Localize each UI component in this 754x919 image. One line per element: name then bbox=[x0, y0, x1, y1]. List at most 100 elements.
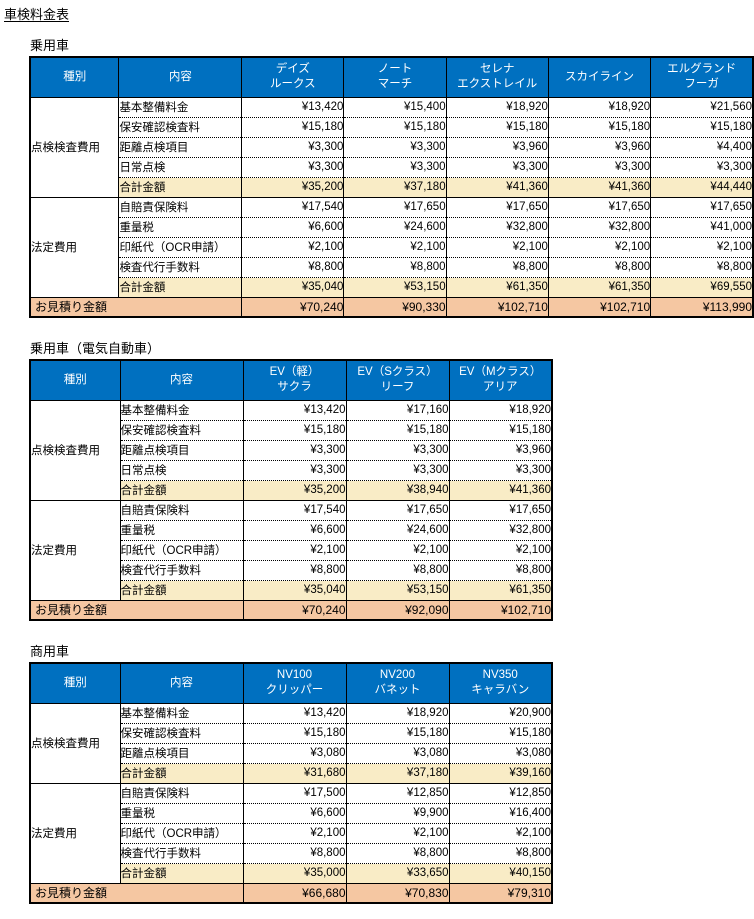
header-cell-vehicle: セレナ エクストレイル bbox=[445, 56, 549, 98]
header-cell-item: 内容 bbox=[119, 359, 244, 401]
item-cell: 合計金額 bbox=[119, 863, 244, 884]
item-row: 日常点検 ¥3,300 ¥3,300 ¥3,300 ¥3,300 ¥3,300 bbox=[30, 157, 754, 178]
section-label: 商用車 bbox=[30, 644, 70, 659]
table-header-row: 種別 内容 NV100 クリッパー NV200 バネット NV350 キャラバン bbox=[29, 662, 553, 704]
value-cell: ¥41,360 bbox=[448, 480, 553, 501]
category-cell: 法定費用 bbox=[29, 782, 121, 884]
estimate-value-cell: ¥79,310 bbox=[448, 882, 553, 904]
item-cell: 検査代行手数料 bbox=[118, 257, 243, 278]
item-cell: 検査代行手数料 bbox=[119, 843, 244, 864]
value-cell: ¥3,300 bbox=[445, 157, 549, 178]
value-cell: ¥12,850 bbox=[345, 783, 450, 804]
category-cell: 法定費用 bbox=[29, 499, 121, 601]
item-row: 重量税 ¥6,600 ¥24,600 ¥32,800 bbox=[30, 520, 553, 541]
value-cell: ¥15,180 bbox=[242, 420, 347, 441]
item-row: 印紙代（OCR申請） ¥2,100 ¥2,100 ¥2,100 bbox=[30, 823, 553, 844]
value-cell: ¥9,900 bbox=[345, 803, 450, 824]
value-cell: ¥18,920 bbox=[547, 97, 652, 118]
estimate-value-cell: ¥113,990 bbox=[650, 296, 754, 318]
value-cell: ¥18,920 bbox=[345, 703, 450, 724]
value-cell: ¥24,600 bbox=[343, 217, 447, 238]
value-cell: ¥4,400 bbox=[650, 137, 754, 158]
item-cell: 保安確認検査料 bbox=[119, 420, 244, 441]
value-cell: ¥18,920 bbox=[445, 97, 549, 118]
value-cell: ¥21,560 bbox=[650, 97, 754, 118]
page-title: 車検料金表 bbox=[4, 7, 70, 22]
value-cell: ¥3,300 bbox=[343, 157, 447, 178]
value-cell: ¥61,350 bbox=[445, 277, 549, 298]
value-cell: ¥38,940 bbox=[345, 480, 450, 501]
value-cell: ¥3,300 bbox=[547, 157, 652, 178]
value-cell: ¥15,180 bbox=[445, 117, 549, 138]
value-cell: ¥12,850 bbox=[448, 783, 553, 804]
subtotal-row: 合計金額 ¥35,040 ¥53,150 ¥61,350 ¥61,350 ¥69,550 bbox=[30, 277, 754, 298]
header-cell-vehicle: EV（軽） サクラ bbox=[242, 359, 347, 401]
item-row: 点検検査費用 基本整備料金 ¥13,420 ¥18,920 ¥20,900 bbox=[29, 702, 553, 784]
value-cell: ¥8,800 bbox=[448, 843, 553, 864]
value-cell: ¥2,100 bbox=[242, 823, 347, 844]
category-cell: 点検検査費用 bbox=[29, 702, 121, 784]
section-label: 乗用車 bbox=[30, 38, 70, 53]
value-cell: ¥3,300 bbox=[241, 137, 345, 158]
value-cell: ¥8,800 bbox=[345, 560, 450, 581]
value-cell: ¥69,550 bbox=[650, 277, 754, 298]
value-cell: ¥15,180 bbox=[242, 723, 347, 744]
value-cell: ¥2,100 bbox=[445, 237, 549, 258]
value-cell: ¥17,650 bbox=[650, 197, 754, 218]
header-cell-vehicle: スカイライン bbox=[547, 56, 652, 98]
estimate-label-cell: お見積り金額 bbox=[29, 882, 244, 904]
value-cell: ¥17,650 bbox=[343, 197, 447, 218]
estimate-value-cell: ¥92,090 bbox=[345, 599, 450, 621]
item-cell: 距離点検項目 bbox=[118, 137, 243, 158]
value-cell: ¥8,800 bbox=[650, 257, 754, 278]
value-cell: ¥15,180 bbox=[448, 420, 553, 441]
value-cell: ¥17,650 bbox=[445, 197, 549, 218]
value-cell: ¥15,180 bbox=[650, 117, 754, 138]
value-cell: ¥3,080 bbox=[242, 743, 347, 764]
item-row: 点検検査費用 基本整備料金 ¥13,420 ¥15,400 ¥18,920 ¥18,920… bbox=[29, 96, 754, 198]
value-cell: ¥37,180 bbox=[345, 763, 450, 784]
header-cell-vehicle: エルグランド フーガ bbox=[650, 56, 754, 98]
value-cell: ¥13,420 bbox=[242, 703, 347, 724]
subtotal-row: 合計金額 ¥35,200 ¥38,940 ¥41,360 bbox=[30, 480, 553, 501]
item-row: 保安確認検査料 ¥15,180 ¥15,180 ¥15,180 bbox=[30, 723, 553, 744]
value-cell: ¥61,350 bbox=[547, 277, 652, 298]
fee-table-2: 種別 内容 EV（軽） サクラ EV（Sクラス） リーフ EV（Mクラス） アリア 点検検… bbox=[29, 359, 553, 621]
header-cell-vehicle: NV350 キャラバン bbox=[448, 662, 553, 704]
estimate-row: お見積り金額 ¥66,680 ¥70,830 ¥79,310 bbox=[29, 882, 553, 904]
header-cell-item: 内容 bbox=[118, 56, 243, 98]
item-row: 重量税 ¥6,600 ¥9,900 ¥16,400 bbox=[30, 803, 553, 824]
value-cell: ¥8,800 bbox=[343, 257, 447, 278]
value-cell: ¥15,400 bbox=[343, 97, 447, 118]
value-cell: ¥3,960 bbox=[445, 137, 549, 158]
item-cell: 合計金額 bbox=[119, 763, 244, 784]
item-cell: 重量税 bbox=[118, 217, 243, 238]
header-cell-category: 種別 bbox=[29, 662, 121, 704]
value-cell: ¥8,800 bbox=[241, 257, 345, 278]
value-cell: ¥41,000 bbox=[650, 217, 754, 238]
item-row: 印紙代（OCR申請） ¥2,100 ¥2,100 ¥2,100 bbox=[30, 540, 553, 561]
item-row: 点検検査費用 基本整備料金 ¥13,420 ¥17,160 ¥18,920 bbox=[29, 399, 553, 501]
estimate-value-cell: ¥90,330 bbox=[343, 296, 447, 318]
item-row: 距離点検項目 ¥3,300 ¥3,300 ¥3,960 ¥3,960 ¥4,400 bbox=[30, 137, 754, 158]
value-cell: ¥2,100 bbox=[343, 237, 447, 258]
item-row: 印紙代（OCR申請） ¥2,100 ¥2,100 ¥2,100 ¥2,100 ¥2,100 bbox=[30, 237, 754, 258]
value-cell: ¥17,500 bbox=[242, 783, 347, 804]
item-cell: 印紙代（OCR申請） bbox=[119, 823, 244, 844]
fee-table-3: 種別 内容 NV100 クリッパー NV200 バネット NV350 キャラバン 点検検査… bbox=[29, 662, 553, 904]
item-cell: 保安確認検査料 bbox=[119, 723, 244, 744]
item-row: 重量税 ¥6,600 ¥24,600 ¥32,800 ¥32,800 ¥41,000 bbox=[30, 217, 754, 238]
item-cell: 距離点検項目 bbox=[119, 440, 244, 461]
value-cell: ¥13,420 bbox=[242, 400, 347, 421]
value-cell: ¥3,300 bbox=[242, 440, 347, 461]
estimate-row: お見積り金額 ¥70,240 ¥92,090 ¥102,710 bbox=[29, 599, 553, 621]
value-cell: ¥3,960 bbox=[547, 137, 652, 158]
estimate-label-cell: お見積り金額 bbox=[29, 296, 243, 318]
item-cell: 自賠責保険料 bbox=[118, 197, 243, 218]
value-cell: ¥8,800 bbox=[345, 843, 450, 864]
table-header-row: 種別 内容 EV（軽） サクラ EV（Sクラス） リーフ EV（Mクラス） アリア bbox=[29, 359, 553, 401]
item-row: 検査代行手数料 ¥8,800 ¥8,800 ¥8,800 ¥8,800 ¥8,800 bbox=[30, 257, 754, 278]
value-cell: ¥15,180 bbox=[547, 117, 652, 138]
value-cell: ¥2,100 bbox=[242, 540, 347, 561]
